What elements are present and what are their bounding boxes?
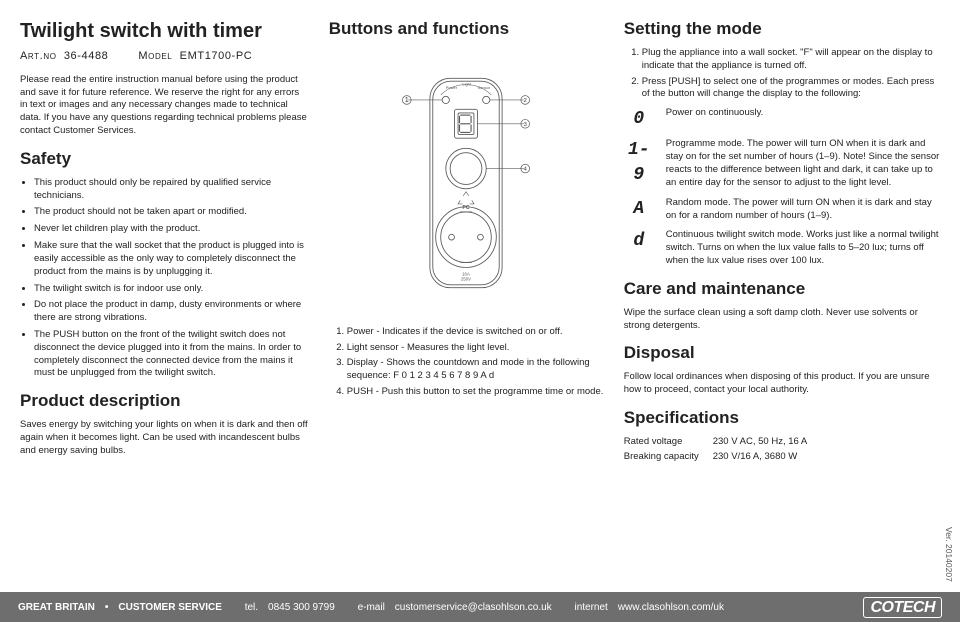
page-title: Twilight switch with timer [20, 18, 309, 45]
product-description-text: Saves energy by switching your lights on… [20, 419, 309, 457]
footer-bar: GREAT BRITAIN • CUSTOMER SERVICE tel. 08… [0, 592, 960, 622]
buttons-functions-heading: Buttons and functions [329, 18, 604, 41]
product-id-line: Art.no 36-4488 Model EMT1700-PC [20, 49, 309, 64]
footer-tel: 0845 300 9799 [268, 602, 335, 613]
intro-text: Please read the entire instruction manua… [20, 74, 309, 138]
footer-cs: CUSTOMER SERVICE [118, 602, 222, 613]
disposal-text: Follow local ordinances when disposing o… [624, 371, 940, 397]
footer-email: customerservice@clasohlson.co.uk [395, 602, 552, 613]
device-svg: PC Power Light Sensor 16A 250V [401, 53, 531, 313]
mode-steps: Plug the appliance into a wall socket. "… [624, 47, 940, 101]
svg-text:4: 4 [524, 167, 528, 173]
svg-text:PC: PC [463, 205, 470, 211]
specs-heading: Specifications [624, 407, 940, 430]
care-text: Wipe the surface clean using a soft damp… [624, 307, 940, 333]
mode-1-9: 1-9 Programme mode. The power will turn … [624, 138, 940, 189]
safety-heading: Safety [20, 148, 309, 171]
column-right: Setting the mode Plug the appliance into… [624, 18, 940, 560]
svg-text:3: 3 [524, 122, 527, 128]
svg-text:1: 1 [405, 95, 409, 104]
specs-table: Rated voltage 230 V AC, 50 Hz, 16 A Brea… [624, 436, 940, 464]
svg-text:Sensor: Sensor [478, 85, 491, 90]
footer-web: www.clasohlson.com/uk [618, 602, 724, 613]
product-description-heading: Product description [20, 390, 309, 413]
svg-text:16A: 16A [462, 271, 470, 276]
mode-0: 0 Power on continuously. [624, 107, 940, 131]
mode-A: A Random mode. The power will turn ON wh… [624, 197, 940, 223]
column-middle: Buttons and functions [329, 18, 604, 560]
label-power: Power [446, 85, 458, 90]
mode-d: d Continuous twilight switch mode. Works… [624, 229, 940, 267]
svg-text:250V: 250V [461, 276, 471, 281]
footer-country: GREAT BRITAIN [18, 602, 95, 613]
page-content: Twilight switch with timer Art.no 36-448… [0, 0, 960, 560]
version-label: Ver. 20140207 [944, 527, 954, 582]
device-diagram: PC Power Light Sensor 16A 250V [329, 47, 604, 326]
mode-heading: Setting the mode [624, 18, 940, 41]
care-heading: Care and maintenance [624, 278, 940, 301]
disposal-heading: Disposal [624, 342, 940, 365]
svg-text:Light: Light [463, 81, 473, 86]
column-left: Twilight switch with timer Art.no 36-448… [20, 18, 309, 560]
buttons-functions-list: Power - Indicates if the device is switc… [329, 326, 604, 399]
brand-logo: COTECH [863, 597, 942, 618]
svg-text:2: 2 [524, 98, 527, 104]
safety-list: This product should only be repaired by … [20, 177, 309, 380]
